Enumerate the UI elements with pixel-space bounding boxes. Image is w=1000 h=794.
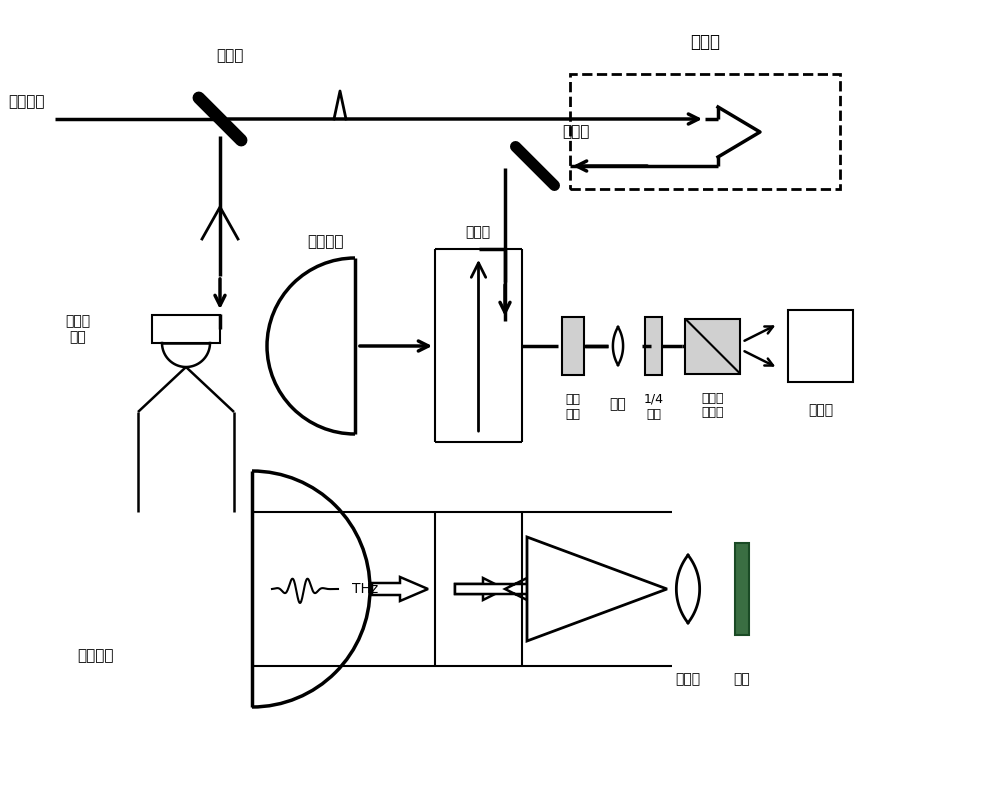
Polygon shape	[455, 578, 527, 600]
Text: 抛物面镜: 抛物面镜	[77, 649, 113, 664]
Text: 透镜: 透镜	[610, 397, 626, 411]
Text: 延迟台: 延迟台	[690, 33, 720, 51]
Text: 抛物面镜: 抛物面镜	[307, 234, 343, 249]
Text: 光电导
天线: 光电导 天线	[65, 314, 91, 344]
Text: 高阻硅: 高阻硅	[465, 225, 491, 239]
Text: 渥拉斯
顿棱镜: 渥拉斯 顿棱镜	[701, 391, 724, 419]
Text: 飞秒激光: 飞秒激光	[8, 94, 44, 110]
Bar	[562, 317, 584, 375]
Polygon shape	[527, 537, 667, 641]
Polygon shape	[372, 577, 428, 601]
Bar	[788, 310, 853, 382]
Text: 样品: 样品	[734, 672, 750, 686]
Text: 平面镜: 平面镜	[562, 125, 589, 140]
Text: 电光
晶体: 电光 晶体	[566, 393, 580, 421]
Text: THz: THz	[352, 582, 378, 596]
Text: 探测器: 探测器	[808, 403, 833, 417]
Bar	[570, 74, 840, 189]
Bar	[645, 317, 662, 375]
Bar	[152, 315, 220, 343]
Polygon shape	[455, 578, 505, 600]
Text: 1/4
波片: 1/4 波片	[644, 393, 664, 421]
Bar	[685, 318, 740, 373]
Text: 凸透镜: 凸透镜	[675, 672, 701, 686]
Text: 分束镜: 分束镜	[216, 48, 244, 64]
Bar	[735, 543, 749, 635]
